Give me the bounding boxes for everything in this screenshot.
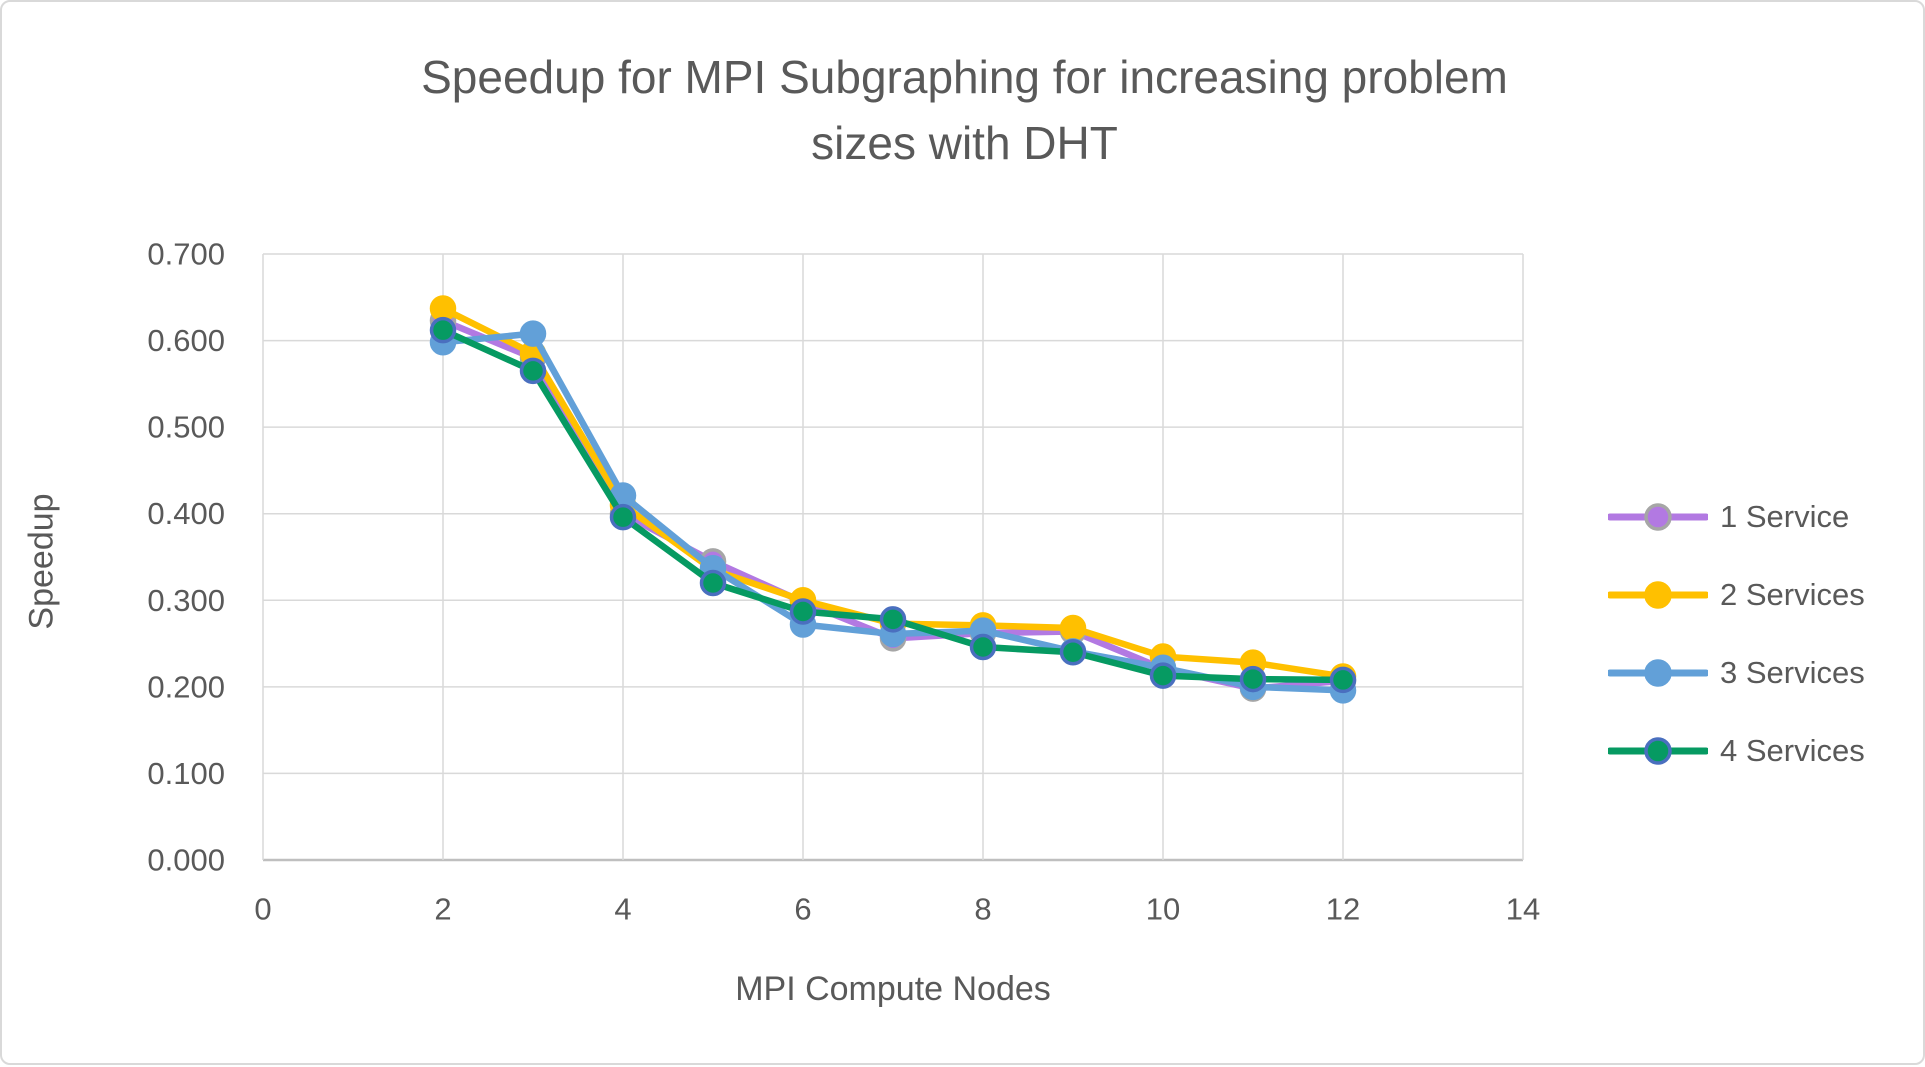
data-point (969, 633, 997, 661)
y-tick-label: 0.500 (147, 410, 225, 445)
y-tick-label: 0.600 (147, 323, 225, 358)
legend-item-4: 4 Services (1608, 712, 1865, 790)
y-tick-label: 0.700 (147, 237, 225, 272)
legend-item-3: 3 Services (1608, 634, 1865, 712)
y-tick-label: 0.100 (147, 756, 225, 791)
legend-swatch-icon (1608, 503, 1708, 531)
legend-label: 3 Services (1720, 655, 1865, 690)
data-point (699, 569, 727, 597)
chart-title-line2: sizes with DHT (811, 117, 1118, 169)
x-tick-label: 8 (974, 892, 991, 927)
x-tick-label: 2 (434, 892, 451, 927)
x-axis-title: MPI Compute Nodes (735, 970, 1051, 1008)
data-point (519, 320, 547, 347)
y-tick-label: 0.400 (147, 496, 225, 531)
data-point (609, 503, 637, 531)
x-tick-label: 6 (794, 892, 811, 927)
data-point (1329, 666, 1357, 694)
chart-title-line1: Speedup for MPI Subgraphing for increasi… (421, 51, 1508, 103)
legend-item-2: 2 Services (1608, 556, 1865, 634)
data-point (1059, 638, 1087, 666)
data-point (429, 295, 457, 322)
data-point (1149, 662, 1177, 689)
y-tick-label: 0.000 (147, 843, 225, 878)
legend-label: 4 Services (1720, 733, 1865, 768)
legend-item-1: 1 Service (1608, 478, 1865, 556)
x-tick-label: 12 (1326, 892, 1360, 927)
x-tick-label: 0 (254, 892, 271, 927)
data-point (879, 606, 907, 633)
y-tick-label: 0.300 (147, 583, 225, 618)
legend-label: 1 Service (1720, 499, 1850, 534)
legend-swatch-icon (1608, 737, 1708, 765)
legend-swatch-icon (1608, 581, 1708, 609)
data-point (1059, 614, 1087, 642)
chart-title: Speedup for MPI Subgraphing for increasi… (2, 44, 1925, 176)
data-point (519, 357, 547, 385)
x-tick-label: 14 (1506, 892, 1540, 927)
data-point (429, 316, 457, 344)
y-tick-label: 0.200 (147, 669, 225, 704)
legend-label: 2 Services (1720, 577, 1865, 612)
x-tick-label: 4 (614, 892, 631, 927)
data-point (789, 598, 817, 625)
data-point (1239, 665, 1267, 693)
legend: 1 Service 2 Services 3 Services 4 Services (1608, 478, 1865, 790)
legend-swatch-icon (1608, 659, 1708, 687)
x-tick-label: 10 (1146, 892, 1180, 927)
